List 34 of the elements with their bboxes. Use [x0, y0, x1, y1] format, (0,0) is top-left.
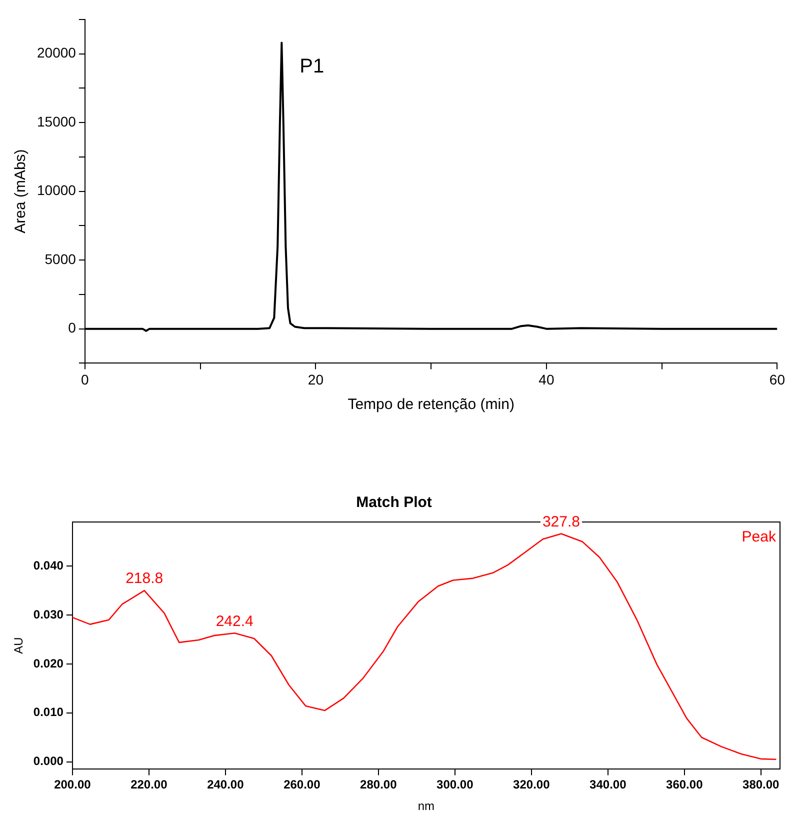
- x-tick-label: 40: [538, 371, 554, 388]
- annotation: 327.8: [542, 513, 580, 530]
- x-tick-label: 240.00: [207, 778, 244, 792]
- x-tick-label: 20: [308, 371, 324, 388]
- y-tick-label: 0.030: [33, 607, 64, 622]
- x-tick-label: 360.00: [666, 778, 704, 792]
- x-tick-label: 380.00: [742, 778, 780, 792]
- x-tick-label: 0: [81, 371, 90, 388]
- chart-title: Match Plot: [356, 494, 432, 512]
- y-tick-label: 0.020: [33, 656, 64, 670]
- x-axis-title: Tempo de retenção (min): [348, 396, 514, 414]
- y-tick-label: 15000: [36, 113, 76, 130]
- x-tick-label: 300.00: [436, 778, 474, 792]
- y-tick-label: 0: [68, 320, 76, 336]
- x-tick-label: 200.00: [54, 778, 92, 792]
- y-axis-title: Area (mAbs): [12, 149, 30, 234]
- y-tick-label: 20000: [36, 44, 76, 61]
- x-tick-label: 320.00: [513, 778, 550, 792]
- annotation: 242.4: [216, 612, 254, 630]
- x-tick-label: 280.00: [360, 778, 398, 792]
- y-axis-title: AU: [12, 637, 26, 654]
- y-tick-label: 10000: [36, 182, 76, 198]
- y-tick-label: 0.010: [33, 705, 64, 720]
- x-axis-title: nm: [418, 799, 435, 814]
- x-tick-label: 340.00: [590, 778, 627, 792]
- y-tick-label: 0.040: [33, 558, 64, 572]
- x-tick-label: 260.00: [284, 778, 321, 792]
- y-tick-label: 5000: [44, 250, 76, 267]
- annotation: 218.8: [126, 570, 164, 588]
- annotation: Peak: [742, 528, 776, 546]
- annotation: P1: [300, 55, 324, 78]
- x-tick-label: 220.00: [130, 778, 168, 792]
- y-tick-label: 0.000: [33, 754, 64, 768]
- x-tick-label: 60: [769, 371, 786, 388]
